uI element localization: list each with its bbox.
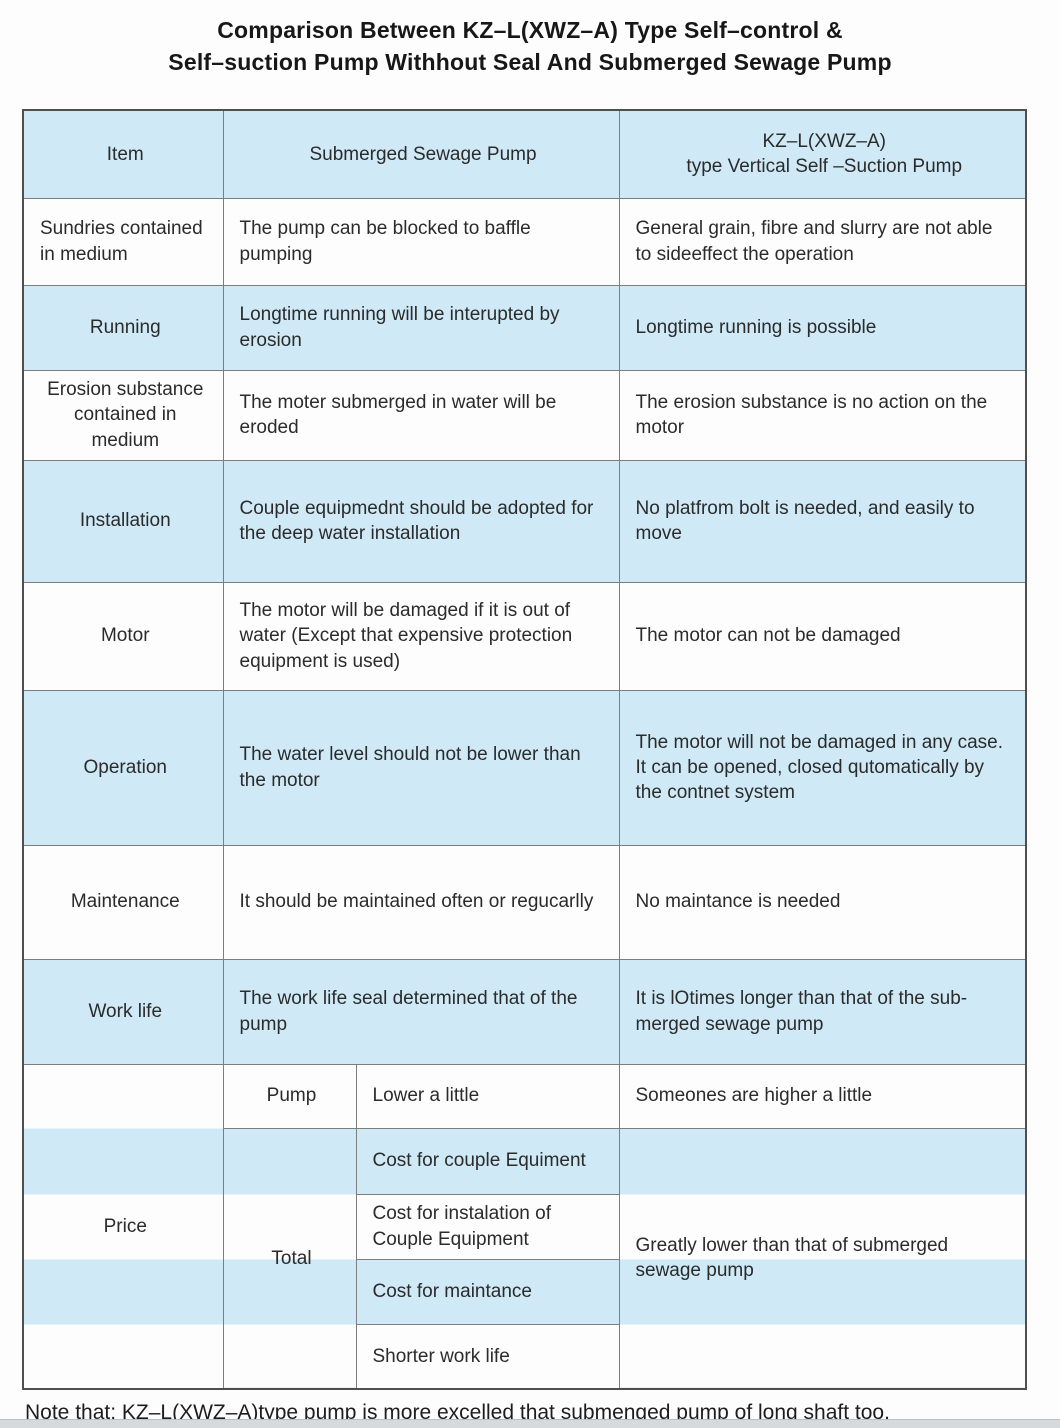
operation-submerged-cell: The water level should not be lower than… [222,689,620,846]
row-label-erosion: Erosion substance contained in medium [22,369,224,461]
table-row-motor: Motor The motor will be damaged if it is… [22,581,1027,691]
row-label-work-life: Work life [22,958,224,1065]
installation-kzl-cell: No platfrom bolt is needed, and easily t… [618,459,1027,583]
table-row-price-cost-couple: Total Cost for couple Equiment Greatly l… [23,1127,1027,1390]
header-cell-kzl-pump: KZ–L(XWZ–A) type Vertical Self –Suction … [618,109,1027,199]
price-pump-submerged-cell: Lower a little [355,1063,620,1129]
maintenance-kzl-cell: No maintance is needed [618,844,1027,960]
price-cost-couple-cell: Cost for couple Equiment [355,1127,620,1195]
running-submerged-cell: Longtime running will be interupted by e… [222,284,620,371]
row-label-motor: Motor [22,581,224,691]
table-row-price-cost-installation: Cost for instalation of Couple Equipment [23,1193,1026,1260]
footnote: Note that: KZ–L(XWZ–A)type pump is more … [25,1401,890,1424]
operation-kzl-cell: The motor will not be damaged in any cas… [618,689,1027,846]
installation-submerged-cell: Couple equipmednt should be adopted for … [222,459,620,583]
price-pump-category-cell: Pump [222,1063,357,1129]
table-row-price-shorter-work-life: Shorter work life [23,1323,1026,1390]
page-title-line-2: Self–suction Pump Withhout Seal And Subm… [168,49,892,75]
table-row-running: Running Longtime running will be interup… [22,284,1027,371]
motor-kzl-cell: The motor can not be damaged [618,581,1027,691]
row-label-installation: Installation [22,459,224,583]
price-cost-installation-cell: Cost for instalation of Couple Equipment [355,1193,620,1260]
row-label-maintenance: Maintenance [22,844,224,960]
price-total-kzl-cell: Greatly lower than that of submerged sew… [618,1127,1027,1390]
table-row-operation: Operation The water level should not be … [22,689,1027,846]
price-total-category-cell: Total [222,1127,357,1390]
row-label-running: Running [22,284,224,371]
row-label-price: Price [22,1063,224,1390]
table-row-maintenance: Maintenance It should be maintained ofte… [22,844,1027,960]
running-kzl-cell: Longtime running is possible [618,284,1027,371]
price-cost-maintenance-cell: Cost for maintance [355,1258,620,1325]
work-life-kzl-cell: It is lOtimes longer than that of the su… [618,958,1027,1065]
row-label-sundries: Sundries contained in medium [22,197,224,286]
sundries-submerged-cell: The pump can be blocked to baffle pumpin… [222,197,620,286]
table-row-price-cost-maintenance: Cost for maintance [23,1258,1026,1325]
page-title: Comparison Between KZ–L(XWZ–A) Type Self… [0,0,1060,78]
price-shorter-work-life-cell: Shorter work life [355,1323,620,1390]
price-pump-kzl-cell: Someones are higher a little [618,1063,1027,1129]
work-life-submerged-cell: The work life seal determined that of th… [222,958,620,1065]
sundries-kzl-cell: General grain, fibre and slurry are not … [618,197,1027,286]
maintenance-submerged-cell: It should be maintained often or regucar… [222,844,620,960]
erosion-submerged-cell: The moter submerged in water will be ero… [222,369,620,461]
row-label-operation: Operation [22,689,224,846]
table-row-work-life: Work life The work life seal determined … [22,958,1027,1065]
comparison-table: Item Submerged Sewage Pump KZ–L(XWZ–A) t… [22,109,1027,1390]
table-row-erosion: Erosion substance contained in medium Th… [22,369,1027,461]
table-row-sundries: Sundries contained in medium The pump ca… [22,197,1027,286]
header-cell-item: Item [22,109,224,199]
table-row-installation: Installation Couple equipmednt should be… [22,459,1027,583]
table-row-price-pump: Price Pump Lower a little Someones are h… [22,1063,1027,1390]
header-cell-submerged-pump: Submerged Sewage Pump [222,109,620,199]
page-title-line-1: Comparison Between KZ–L(XWZ–A) Type Self… [217,17,843,43]
page-bottom-edge [0,1419,1060,1428]
table-header-row: Item Submerged Sewage Pump KZ–L(XWZ–A) t… [22,109,1027,199]
motor-submerged-cell: The motor will be damaged if it is out o… [222,581,620,691]
erosion-kzl-cell: The erosion substance is no action on th… [618,369,1027,461]
